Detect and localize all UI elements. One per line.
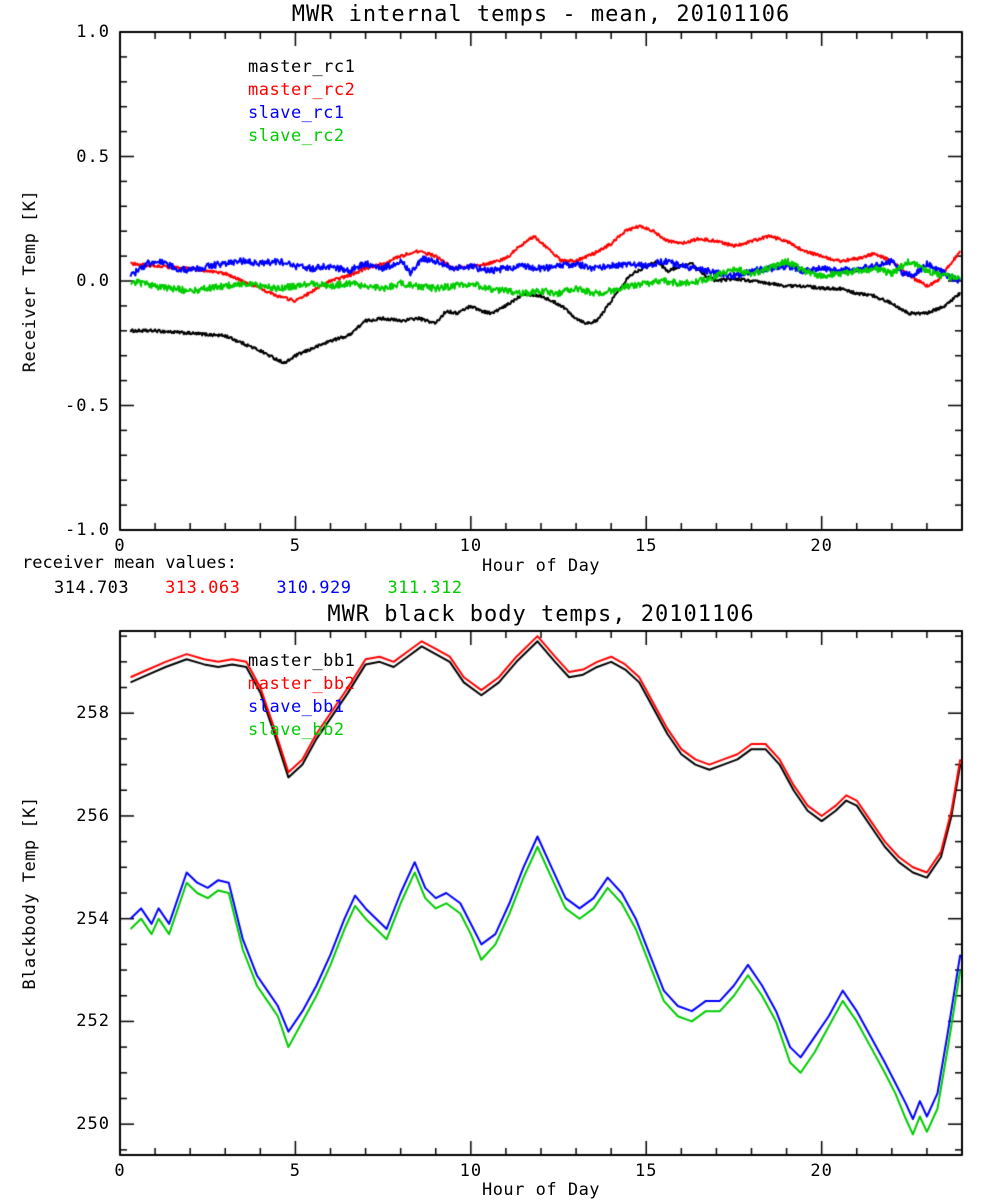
- chart1-y-axis-label: Receiver Temp [K]: [20, 189, 40, 373]
- chart1-legend: master_rc1 master_rc2 slave_rc1 slave_rc2: [248, 56, 355, 148]
- chart1-x-axis-label: Hour of Day: [481, 556, 601, 576]
- mean-value: 310.929: [276, 578, 352, 598]
- receiver-mean-values-row: 314.703 313.063 310.929 311.312: [54, 578, 463, 598]
- internal-temps-plot-canvas: [0, 0, 1000, 555]
- chart2-title: MWR black body temps, 20101106: [327, 602, 755, 627]
- mean-value: 311.312: [387, 578, 463, 598]
- legend-slave_bb2: slave_bb2: [248, 720, 345, 740]
- legend-master_bb2: master_bb2: [248, 674, 356, 694]
- chart2-x-axis-label: Hour of Day: [481, 1180, 601, 1200]
- legend-slave_bb1: slave_bb1: [248, 697, 345, 717]
- legend-master_rc1: master_rc1: [248, 57, 356, 77]
- mean-value: 314.703: [54, 578, 130, 598]
- chart-internal-temps: MWR internal temps - mean, 20101106 Rece…: [0, 0, 1000, 595]
- legend-master_bb1: master_bb1: [248, 651, 356, 671]
- chart-blackbody-temps: MWR black body temps, 20101106 Blackbody…: [0, 600, 1000, 1200]
- chart2-y-axis-label: Blackbody Temp [K]: [20, 796, 40, 990]
- legend-master_rc2: master_rc2: [248, 80, 356, 100]
- mean-value: 313.063: [165, 578, 241, 598]
- legend-slave_rc2: slave_rc2: [248, 126, 345, 146]
- legend-slave_rc1: slave_rc1: [248, 103, 345, 123]
- blackbody-temps-plot-canvas: [0, 600, 1000, 1200]
- receiver-mean-values-label: receiver mean values:: [22, 553, 237, 573]
- chart1-title: MWR internal temps - mean, 20101106: [291, 2, 791, 27]
- chart2-legend: master_bb1 master_bb2 slave_bb1 slave_bb2: [248, 650, 355, 742]
